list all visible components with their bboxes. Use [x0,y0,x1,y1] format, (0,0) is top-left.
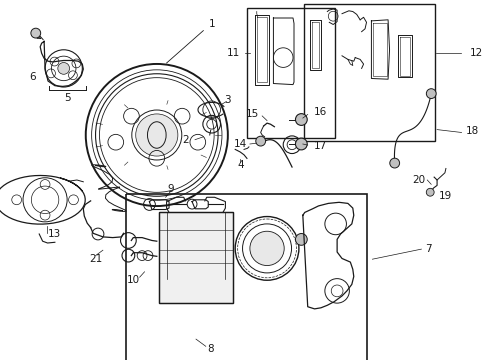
Circle shape [250,231,284,266]
Text: 12: 12 [469,48,483,58]
Text: 16: 16 [314,107,327,117]
Text: 14: 14 [234,139,247,149]
Circle shape [390,158,400,168]
Ellipse shape [147,122,166,148]
Text: 19: 19 [439,191,452,201]
Circle shape [256,136,266,146]
Text: 3: 3 [224,95,231,105]
Text: 8: 8 [207,344,214,354]
Text: 1: 1 [208,19,215,30]
Text: 21: 21 [89,254,102,264]
Text: 18: 18 [466,126,479,136]
Circle shape [426,188,434,196]
Text: 11: 11 [227,48,240,58]
Text: 5: 5 [64,93,71,103]
Bar [247,8,335,138]
Bar [159,212,233,303]
Circle shape [136,114,178,156]
Text: 2: 2 [182,135,189,145]
Text: 9: 9 [167,184,174,194]
Bar [126,194,367,360]
Circle shape [295,114,307,125]
Bar [304,4,435,141]
Circle shape [58,63,70,74]
Text: 20: 20 [413,175,425,185]
Text: 17: 17 [314,141,327,151]
Circle shape [295,138,307,150]
Text: 10: 10 [127,275,140,285]
Text: 6: 6 [29,72,36,82]
Text: 15: 15 [245,109,259,120]
Circle shape [426,89,436,99]
Text: 4: 4 [238,160,245,170]
Text: 13: 13 [48,229,62,239]
Circle shape [31,28,41,38]
Text: 7: 7 [425,244,432,254]
Circle shape [295,234,307,245]
Bar [159,212,233,303]
